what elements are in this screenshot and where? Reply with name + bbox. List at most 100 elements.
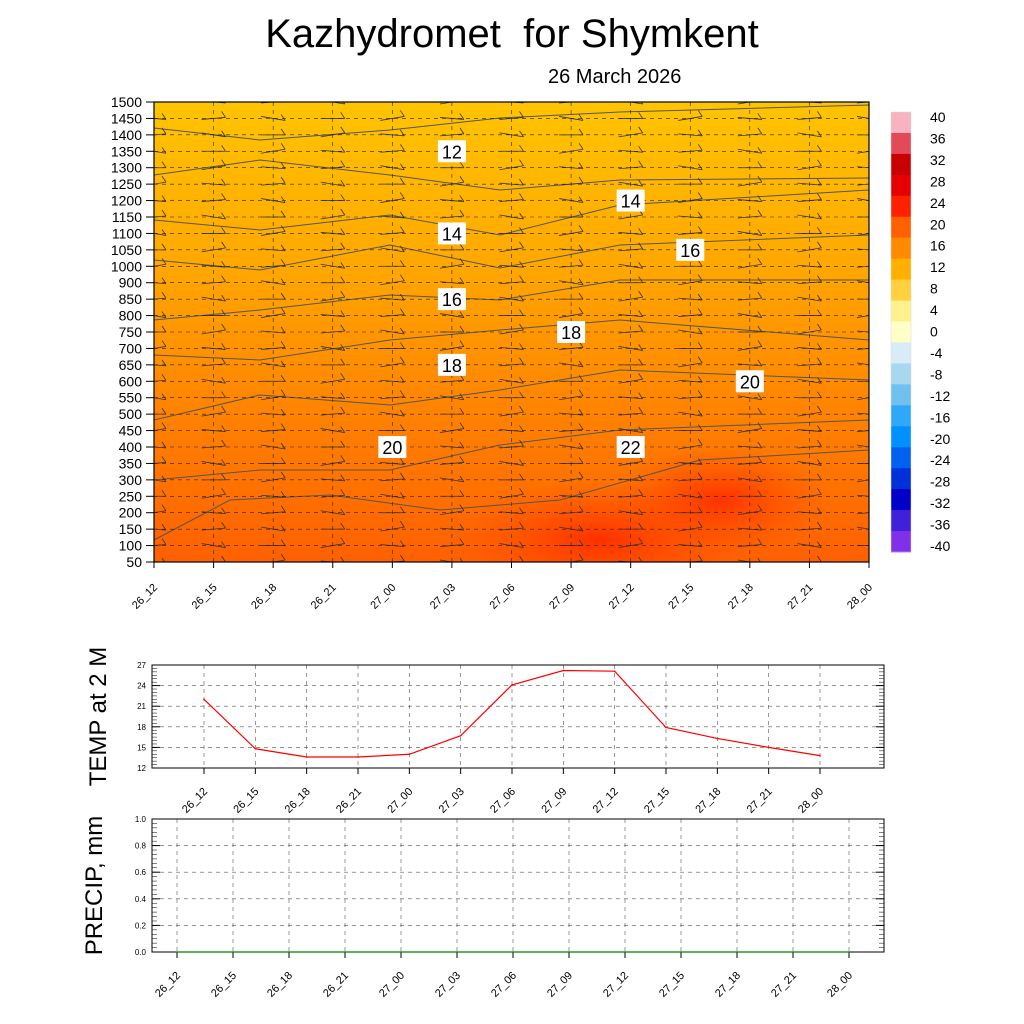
colorbar-swatch <box>891 153 911 176</box>
colorbar: 4036322824201612840-4-8-12-16-20-24-28-3… <box>890 109 950 554</box>
wind-barb-flag <box>280 210 286 218</box>
wind-barb-flag <box>280 196 286 203</box>
wind-barb-flag <box>280 114 286 121</box>
wind-barb <box>154 282 167 285</box>
wind-barb-flag <box>161 456 167 463</box>
warm-core-group <box>450 445 830 562</box>
wind-barb-flag <box>221 275 226 282</box>
wind-barb-flag <box>817 541 822 548</box>
wind-barb-flag <box>340 344 346 351</box>
wind-barb-flag <box>697 144 703 151</box>
wind-barb <box>737 102 753 105</box>
wind-barb-flag <box>757 407 763 415</box>
wind-barb-flag <box>459 407 465 415</box>
wind-barb-flag <box>161 127 167 135</box>
wind-barb-flag <box>340 522 346 530</box>
wind-barb <box>856 397 869 401</box>
colorbar-swatch <box>891 510 911 532</box>
colorbar-label: 40 <box>930 109 946 125</box>
wind-barb-flag <box>817 294 822 302</box>
y-tick-label: 800 <box>119 308 143 324</box>
wind-barb <box>261 264 286 268</box>
wind-barb <box>154 233 167 236</box>
wind-barb <box>856 183 869 186</box>
wind-barb-flag <box>519 439 524 447</box>
y-tick-label: 300 <box>119 472 143 488</box>
y-tick-label: 1050 <box>111 242 142 258</box>
wind-barb-flag <box>817 241 822 249</box>
wind-barb-flag <box>697 308 703 315</box>
contour-label: 16 <box>680 241 700 261</box>
contour-label-box <box>437 222 466 245</box>
wind-barb-flag <box>697 520 703 528</box>
data-point <box>357 756 359 758</box>
wind-barb-flag <box>161 504 167 511</box>
wind-barb-flag <box>340 556 345 562</box>
wind-barb-flag <box>757 311 763 318</box>
wind-barb <box>568 559 584 562</box>
wind-barb-flag <box>757 195 763 202</box>
wind-barb-flag <box>877 506 881 512</box>
y-tick-label: 550 <box>119 390 143 406</box>
wind-barb <box>856 116 869 119</box>
x-tick-label: 27_12 <box>607 582 637 612</box>
wind-barb-flag <box>578 423 584 430</box>
data-point <box>254 747 257 750</box>
wind-barb-flag <box>221 294 226 302</box>
x-tick-label: 26_12 <box>130 582 160 612</box>
wind-barb-flag <box>459 175 465 183</box>
wind-barb-flag <box>877 327 881 333</box>
data-point <box>848 951 850 953</box>
wind-barb <box>499 363 524 367</box>
wind-barb-flag <box>519 459 524 466</box>
wind-barb-flag <box>340 112 346 119</box>
wind-barb-flag <box>162 94 166 100</box>
wind-barb <box>154 133 167 136</box>
wind-barb-flag <box>757 209 763 217</box>
wind-barb-flag <box>578 457 584 464</box>
wind-barb-flag <box>578 491 584 498</box>
wind-barb-flag <box>221 357 226 365</box>
wind-barb-flag <box>519 473 524 481</box>
contour-label: 20 <box>382 438 402 458</box>
wind-barb-flag <box>459 523 465 531</box>
wind-barb-flag <box>757 523 763 531</box>
wind-barb <box>154 346 167 349</box>
y-tick-label: 1400 <box>111 127 142 143</box>
y-axis-label: PRECIP, mm <box>81 816 108 956</box>
data-point <box>613 670 616 672</box>
wind-barb-flag <box>519 357 524 365</box>
wind-barb-flag <box>221 145 226 152</box>
y-tick-label: 0.4 <box>135 895 147 904</box>
wind-barb-flag <box>578 196 584 203</box>
wind-barb-flag <box>161 422 167 429</box>
wind-barb <box>499 329 524 335</box>
wind-barb <box>856 315 869 318</box>
wind-barb-flag <box>578 162 584 169</box>
wind-barb-flag <box>697 438 703 446</box>
contour-label-box <box>437 353 466 376</box>
wind-barb-flag <box>400 177 405 185</box>
data-point <box>716 737 719 740</box>
wind-barb <box>154 479 167 483</box>
wind-barb <box>380 362 405 368</box>
wind-barb-flag <box>459 113 465 120</box>
x-tick-label: 27_09 <box>547 582 577 612</box>
y-tick-label: 400 <box>119 439 143 455</box>
x-tick-label: 27_12 <box>591 786 621 816</box>
wind-barb <box>856 479 869 483</box>
wind-barb-flag <box>161 243 167 251</box>
wind-barb <box>380 314 405 317</box>
wind-barb-flag <box>340 455 346 462</box>
wind-barb-flag <box>877 341 881 347</box>
data-point <box>344 951 346 953</box>
colorbar-swatch <box>891 195 911 218</box>
wind-barb-flag <box>280 457 286 464</box>
wind-barb-flag <box>638 290 643 298</box>
y-tick-label: 12 <box>137 764 146 773</box>
colorbar-label: 12 <box>930 259 946 275</box>
wind-barb-flag <box>161 538 167 545</box>
wind-barb <box>737 559 753 562</box>
wind-barb <box>856 233 869 236</box>
wind-barb-flag <box>877 211 881 217</box>
